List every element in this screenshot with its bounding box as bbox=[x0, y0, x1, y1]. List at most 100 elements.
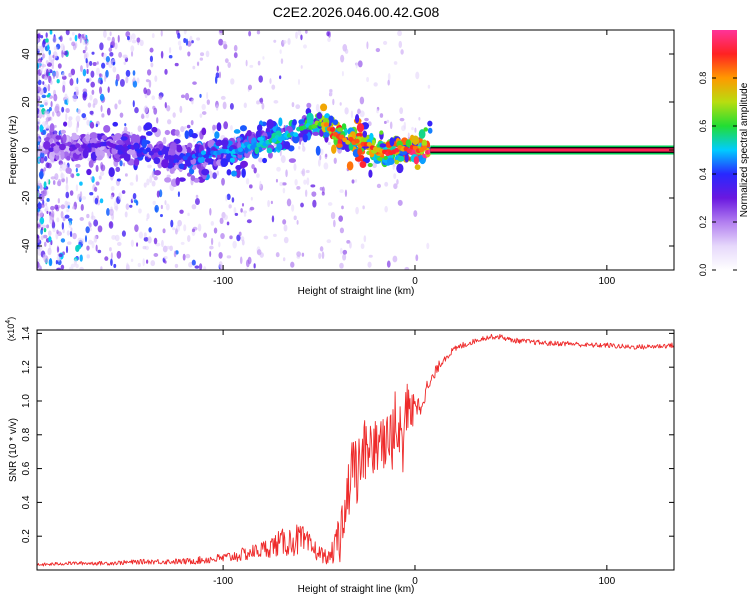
spectrogram-noise-blob bbox=[40, 227, 44, 231]
spectrogram-ridge-peak bbox=[161, 149, 167, 155]
spectrogram-noise-blob bbox=[203, 266, 207, 270]
spectrogram-noise-blob bbox=[191, 40, 194, 44]
spectrogram-ridge-blob bbox=[396, 163, 404, 174]
spectrogram-noise-blob bbox=[177, 219, 182, 227]
spectrogram-noise-blob bbox=[185, 38, 189, 46]
spectrogram-ridge-blob bbox=[133, 158, 140, 167]
spectrogram-noise-blob bbox=[48, 49, 52, 56]
spectrogram-noise-blob bbox=[150, 260, 156, 267]
spectrogram-noise-blob bbox=[80, 203, 84, 211]
spectrogram-noise-blob bbox=[57, 63, 62, 69]
spectrogram-noise-blob bbox=[262, 56, 265, 60]
spectrogram-ridge-blob bbox=[216, 122, 222, 132]
spectrogram-ridge-blob bbox=[226, 169, 232, 176]
spectrogram-ridge-blob bbox=[240, 160, 248, 168]
spectrogram-noise-blob bbox=[68, 266, 74, 270]
spectrogram-noise-blob bbox=[65, 113, 68, 121]
spectrogram-noise-blob bbox=[52, 227, 56, 233]
spectrogram-noise-blob bbox=[223, 121, 229, 130]
spectrogram-noise-blob bbox=[168, 55, 173, 59]
spectrogram-ridge-blob bbox=[320, 103, 328, 112]
spectrogram-noise-blob bbox=[344, 107, 349, 115]
spectrogram-ridge-blob bbox=[233, 129, 241, 134]
spectrogram-noise-blob bbox=[253, 167, 257, 174]
spectrogram-noise-blob bbox=[367, 261, 372, 268]
spectrogram-noise-blob bbox=[42, 81, 45, 85]
spectrogram-noise-blob bbox=[69, 230, 73, 238]
spectrogram-noise-blob bbox=[366, 41, 369, 50]
spectrogram-noise-blob bbox=[109, 31, 112, 37]
spectrogram-ridge-blob bbox=[377, 157, 384, 162]
spectrogram-noise-blob bbox=[122, 54, 127, 58]
spectrogram-noise-blob bbox=[376, 108, 379, 114]
spectrogram-ridge-blob bbox=[255, 130, 261, 139]
spectrogram-noise-blob bbox=[279, 49, 282, 54]
spectrogram-noise-blob bbox=[226, 193, 231, 201]
spectrogram-noise-blob bbox=[342, 253, 347, 261]
spectrogram-noise-blob bbox=[218, 251, 223, 259]
spectrogram-noise-blob bbox=[131, 33, 136, 40]
spectrogram-noise-blob bbox=[95, 164, 99, 173]
spectrogram-noise-blob bbox=[300, 34, 303, 41]
spectrogram-ridge-blob bbox=[302, 133, 308, 143]
spectrogram-noise-blob bbox=[281, 182, 287, 186]
spectrogram-noise-blob bbox=[357, 108, 361, 114]
spectrogram-noise-blob bbox=[46, 94, 50, 98]
spectrogram-noise-blob bbox=[97, 225, 103, 233]
spectrogram-ridge-blob bbox=[71, 134, 80, 141]
spectrogram-noise-blob bbox=[404, 266, 410, 270]
spectrogram-noise-blob bbox=[256, 30, 261, 35]
y-tick-label: 0.6 bbox=[21, 461, 32, 475]
spectrogram-noise-blob bbox=[89, 227, 92, 232]
spectrogram-noise-blob bbox=[267, 151, 273, 159]
spectrogram-noise-blob bbox=[88, 221, 91, 227]
spectrogram-noise-blob bbox=[130, 258, 134, 262]
spectrogram-noise-blob bbox=[240, 208, 243, 213]
spectrogram-noise-blob bbox=[174, 228, 178, 235]
spectrogram-ridge-peak bbox=[311, 123, 317, 129]
spectrogram-noise-blob bbox=[82, 93, 87, 101]
spectrogram-noise-blob bbox=[37, 238, 41, 243]
spectrogram-noise-blob bbox=[47, 44, 50, 51]
spectrogram-ridge-peak bbox=[412, 145, 418, 151]
spectrogram-noise-blob bbox=[151, 33, 155, 39]
spectrogram-noise-blob bbox=[65, 191, 70, 199]
spectrogram-noise-blob bbox=[61, 72, 66, 77]
spectrogram-ridge-blob bbox=[379, 143, 387, 148]
spectrogram-noise-blob bbox=[315, 103, 320, 112]
spectrogram-noise-blob bbox=[282, 219, 287, 225]
snr-series-group bbox=[37, 333, 674, 567]
spectrogram-noise-blob bbox=[339, 262, 344, 269]
spectrogram-noise-blob bbox=[54, 204, 59, 210]
spectrogram-noise-blob bbox=[82, 49, 86, 54]
spectrogram-noise-blob bbox=[53, 93, 58, 102]
spectrogram-noise-blob bbox=[384, 181, 389, 187]
spectrogram-noise-blob bbox=[132, 76, 136, 82]
spectrogram-noise-blob bbox=[110, 45, 113, 49]
spectrogram-noise-blob bbox=[125, 76, 129, 84]
spectrogram-noise-blob bbox=[216, 170, 219, 176]
spectrogram-noise-blob bbox=[173, 250, 177, 258]
spectrogram-noise-blob bbox=[245, 59, 248, 67]
spectrogram-noise-blob bbox=[111, 234, 116, 240]
spectrogram-noise-blob bbox=[305, 169, 310, 174]
spectrogram-noise-blob bbox=[212, 124, 216, 131]
colorbar-tick-label: 0.6 bbox=[698, 120, 708, 133]
spectrogram-ridge-blob bbox=[43, 140, 51, 150]
spectrogram-noise-blob bbox=[306, 102, 312, 109]
spectrogram-ridge-peak bbox=[78, 147, 84, 152]
spectrogram-noise-blob bbox=[282, 187, 286, 194]
spectrogram-ridge-blob bbox=[49, 123, 55, 133]
spectrogram-noise-blob bbox=[106, 208, 110, 216]
spectrogram-noise-blob bbox=[75, 184, 79, 192]
spectrogram-ridge-blob bbox=[164, 129, 171, 136]
spectrogram-noise-blob bbox=[86, 68, 89, 75]
spectrogram-ridge-blob bbox=[369, 132, 374, 141]
spectrogram-noise-blob bbox=[228, 204, 232, 209]
spectrogram-noise-blob bbox=[37, 149, 41, 158]
spectrogram-ridge-blob bbox=[417, 155, 423, 161]
spectrogram-noise-blob bbox=[187, 234, 191, 242]
spectrogram-noise-blob bbox=[37, 45, 42, 52]
spectrogram-noise-blob bbox=[118, 51, 123, 58]
